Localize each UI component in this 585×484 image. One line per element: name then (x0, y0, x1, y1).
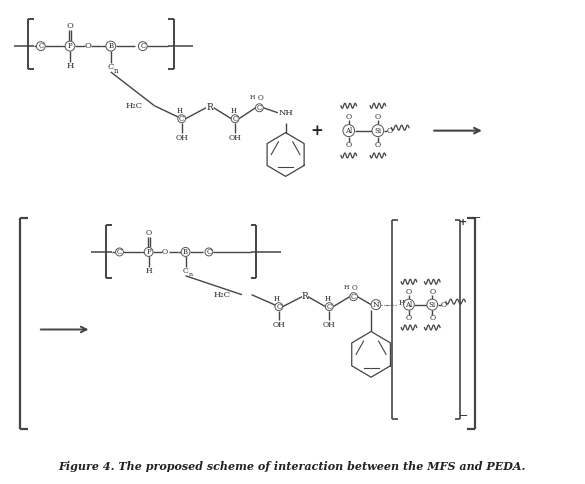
Circle shape (144, 247, 153, 257)
Text: −: − (459, 411, 468, 421)
Text: OH: OH (229, 134, 242, 142)
Text: O: O (387, 127, 393, 135)
Circle shape (325, 302, 333, 311)
Text: H: H (66, 62, 74, 70)
Text: N: N (373, 301, 379, 309)
Text: OH: OH (323, 320, 336, 329)
Text: C: C (276, 302, 281, 311)
Circle shape (231, 115, 239, 122)
Text: Si: Si (374, 127, 381, 135)
Text: H₂C: H₂C (214, 291, 230, 299)
Text: Si: Si (429, 301, 436, 309)
Circle shape (178, 115, 185, 122)
Text: O: O (429, 314, 435, 321)
Text: B: B (108, 42, 113, 50)
Text: O: O (346, 140, 352, 149)
Text: C: C (179, 115, 184, 123)
Text: B: B (183, 248, 188, 256)
Circle shape (256, 104, 263, 112)
Text: C: C (232, 115, 238, 123)
Text: C: C (108, 63, 114, 71)
Text: H: H (230, 107, 236, 115)
Text: C: C (140, 42, 146, 50)
Text: +: + (459, 218, 467, 227)
Circle shape (275, 302, 283, 311)
Text: H: H (324, 295, 331, 302)
Text: O: O (375, 113, 381, 121)
Text: C: C (117, 248, 122, 256)
Text: R: R (207, 103, 213, 112)
Circle shape (181, 247, 190, 257)
Text: H: H (177, 107, 183, 115)
Circle shape (116, 248, 123, 256)
Text: H: H (398, 299, 404, 307)
Text: O: O (346, 113, 352, 121)
Circle shape (343, 125, 355, 136)
Text: R: R (302, 292, 308, 301)
Text: O: O (162, 248, 168, 256)
Text: −: − (472, 213, 481, 223)
Text: OH: OH (273, 320, 285, 329)
Text: OH: OH (176, 134, 188, 142)
Text: H: H (250, 95, 255, 100)
Text: O: O (441, 301, 447, 309)
Text: Figure 4. The proposed scheme of interaction between the MFS and PEDA.: Figure 4. The proposed scheme of interac… (58, 461, 526, 472)
Circle shape (139, 42, 147, 51)
Text: C: C (38, 42, 43, 50)
Text: NH: NH (278, 109, 293, 117)
Text: O: O (429, 287, 435, 296)
Text: C: C (207, 248, 212, 256)
Text: Al: Al (345, 127, 352, 135)
Circle shape (106, 41, 116, 51)
Text: Al: Al (405, 301, 412, 309)
Circle shape (65, 41, 75, 51)
Text: H₂C: H₂C (126, 102, 143, 110)
Text: n: n (113, 67, 118, 75)
Text: C: C (183, 267, 188, 275)
Text: H: H (274, 295, 280, 302)
Text: P: P (68, 42, 73, 50)
Circle shape (372, 125, 384, 136)
Circle shape (205, 248, 213, 256)
Text: C: C (351, 293, 356, 301)
Text: O: O (406, 314, 412, 321)
Text: H: H (344, 285, 349, 290)
Circle shape (427, 299, 438, 310)
Circle shape (350, 293, 357, 301)
Text: P: P (146, 248, 151, 256)
Circle shape (36, 42, 45, 51)
Text: n: n (188, 272, 192, 277)
Text: O: O (375, 140, 381, 149)
Text: O: O (257, 94, 263, 102)
Text: O: O (67, 22, 73, 30)
Text: C: C (326, 302, 332, 311)
Circle shape (404, 299, 414, 310)
Text: C: C (257, 104, 262, 112)
Text: +: + (310, 123, 323, 137)
Text: O: O (84, 42, 91, 50)
Text: O: O (352, 284, 357, 292)
Text: O: O (406, 287, 412, 296)
Circle shape (371, 300, 381, 310)
Text: O: O (146, 229, 152, 237)
Text: H: H (145, 267, 152, 275)
